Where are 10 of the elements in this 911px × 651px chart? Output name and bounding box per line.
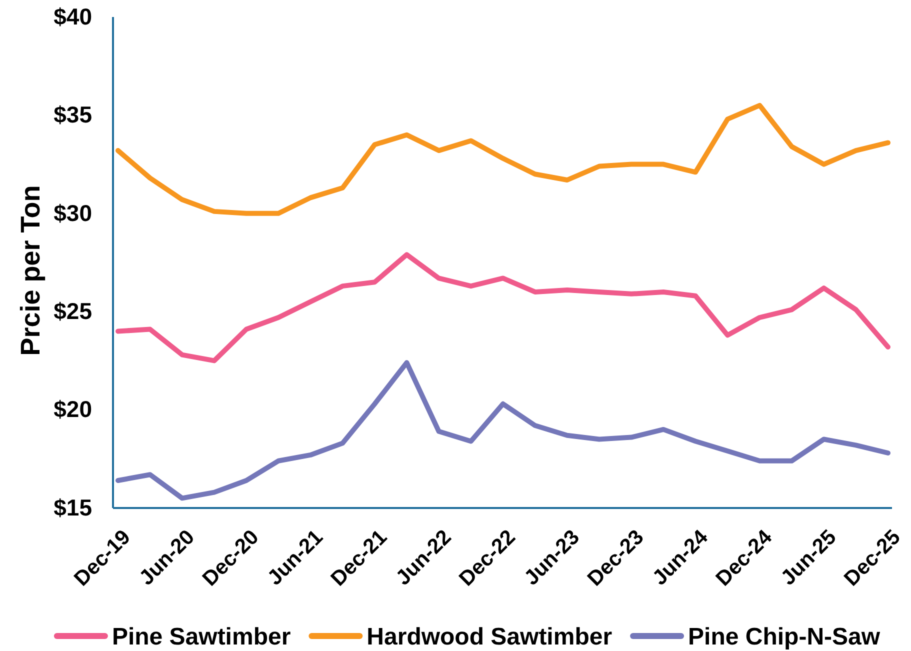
y-tick-label: $30 [54,200,92,226]
y-tick-label: $40 [54,3,92,30]
y-axis-title: Prcie per Ton [15,185,46,356]
y-tick-label: $15 [54,494,92,520]
legend-label: Hardwood Sawtimber [366,623,612,650]
y-tick-label: $25 [54,298,92,324]
legend-label: Pine Chip-N-Saw [688,623,880,650]
y-tick-label: $35 [54,102,92,128]
legend-label: Pine Sawtimber [112,623,291,650]
y-tick-label: $20 [54,396,92,422]
